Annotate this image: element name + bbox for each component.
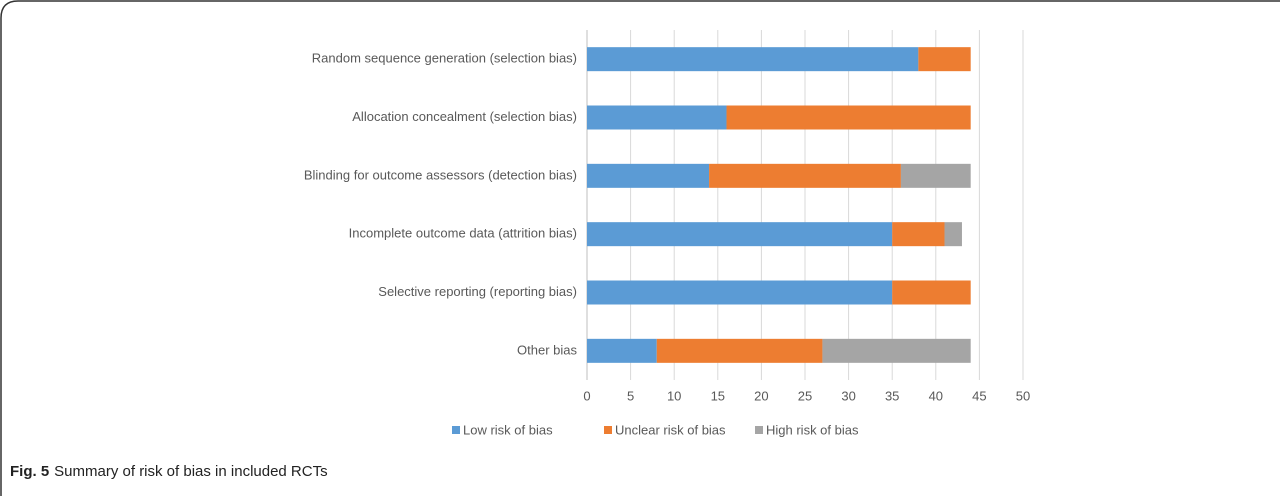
y-tick-label: Selective reporting (reporting bias) [378,284,577,299]
bar-segment [587,222,893,247]
bar-segment [726,105,971,130]
caption-label: Fig. 5 [10,463,49,480]
bar-segment [918,47,971,72]
y-tick-label: Blinding for outcome assessors (detectio… [304,167,577,182]
bar-segment [900,163,971,188]
legend-swatch [452,426,460,434]
x-tick-label: 45 [972,388,986,403]
bar-segment [587,280,893,305]
bar-segment [944,222,962,247]
y-tick-label: Incomplete outcome data (attrition bias) [349,226,577,241]
x-tick-label: 5 [627,388,634,403]
y-tick-label: Allocation concealment (selection bias) [352,109,577,124]
legend-label: Unclear risk of bias [615,422,726,437]
bar-segment [587,338,657,363]
bar-segment [587,163,710,188]
x-tick-label: 35 [885,388,899,403]
y-tick-label: Other bias [517,342,577,357]
x-tick-label: 15 [711,388,725,403]
y-tick-label: Random sequence generation (selection bi… [312,51,577,66]
x-tick-label: 20 [754,388,768,403]
legend-label: High risk of bias [766,422,859,437]
legend-swatch [755,426,763,434]
caption: Fig. 5 Summary of risk of bias in include… [10,463,328,480]
legend-swatch [604,426,612,434]
legend-label: Low risk of bias [463,422,553,437]
bar-segment [587,105,727,130]
x-tick-label: 25 [798,388,812,403]
bar-segment [656,338,823,363]
x-tick-label: 30 [841,388,855,403]
bar-segment [892,280,971,305]
bar-segment [822,338,971,363]
x-tick-label: 40 [929,388,943,403]
x-tick-label: 0 [583,388,590,403]
bar-segment [709,163,901,188]
bar-segment [892,222,945,247]
x-tick-label: 10 [667,388,681,403]
x-tick-label: 50 [1016,388,1030,403]
caption-text: Summary of risk of bias in included RCTs [54,463,327,480]
bar-segment [587,47,919,72]
